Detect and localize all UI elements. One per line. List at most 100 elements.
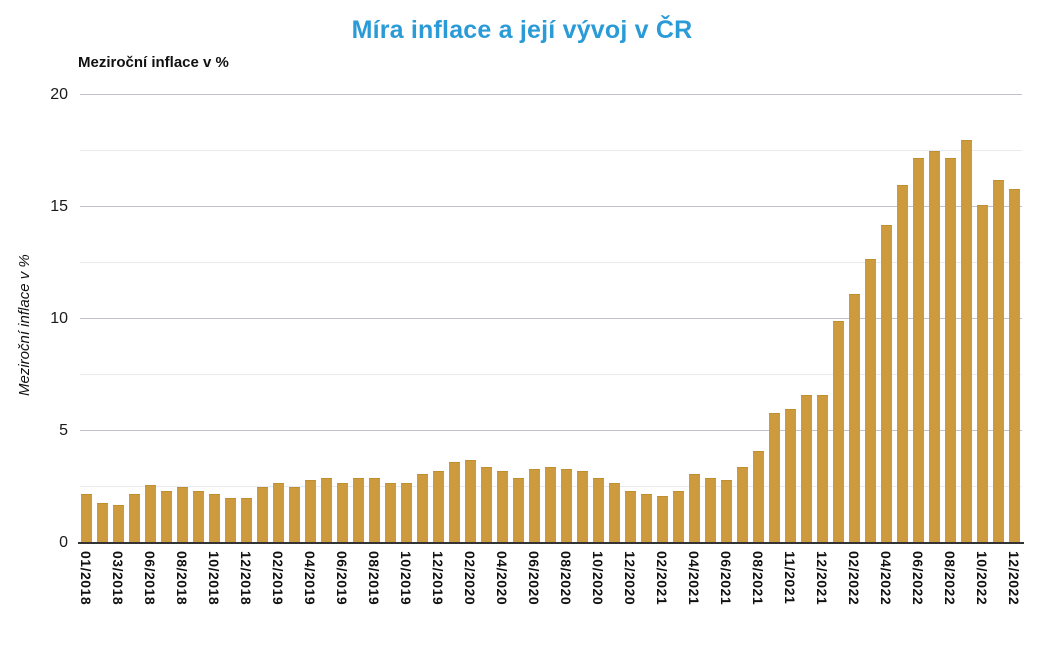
- y-tick-label: 10: [50, 310, 68, 327]
- gridline-minor: [80, 262, 1022, 263]
- x-axis-tick-labels: 01/2018 03/2018 06/2018 08/2018 10/2018 12/20…: [78, 551, 1022, 646]
- bar: [384, 482, 396, 543]
- bar: [512, 478, 524, 543]
- x-tick-label: 06/2022: [910, 551, 926, 606]
- x-tick-label: 03/2018: [110, 551, 126, 606]
- x-tick-label: 10/2019: [398, 551, 414, 606]
- bar: [848, 294, 860, 543]
- x-tick-label: 04/2022: [878, 551, 894, 606]
- x-tick-label: 02/2020: [462, 551, 478, 606]
- bar: [944, 157, 956, 543]
- bar: [224, 498, 236, 543]
- x-tick-label: 06/2020: [526, 551, 542, 606]
- bar: [896, 184, 908, 543]
- bar: [800, 395, 812, 543]
- bar: [96, 502, 108, 543]
- bar: [832, 321, 844, 543]
- x-tick-label: 02/2022: [846, 551, 862, 606]
- x-tick-label: 02/2019: [270, 551, 286, 606]
- x-tick-label: 02/2021: [654, 551, 670, 606]
- bar: [352, 478, 364, 543]
- x-tick-label: 10/2020: [590, 551, 606, 606]
- x-tick-label: 08/2019: [366, 551, 382, 606]
- bar: [560, 469, 572, 543]
- bar: [640, 493, 652, 543]
- x-tick-label: 12/2021: [814, 551, 830, 606]
- bar: [128, 493, 140, 543]
- y-tick-label: 20: [50, 86, 68, 103]
- x-tick-label: 12/2018: [238, 551, 254, 606]
- bar: [608, 482, 620, 543]
- bar: [960, 139, 972, 543]
- bar: [496, 471, 508, 543]
- bar: [576, 471, 588, 543]
- x-tick-label: 04/2021: [686, 551, 702, 606]
- bar: [864, 258, 876, 543]
- bar: [112, 504, 124, 543]
- x-tick-label: 06/2018: [142, 551, 158, 606]
- bar: [928, 151, 940, 543]
- y-tick-label: 0: [59, 534, 68, 551]
- bar: [752, 451, 764, 543]
- bar: [976, 204, 988, 543]
- y-tick-label: 15: [50, 198, 68, 215]
- gridline-major: [80, 430, 1022, 431]
- bar: [912, 157, 924, 543]
- bar: [544, 466, 556, 543]
- x-tick-label: 04/2019: [302, 551, 318, 606]
- x-tick-label: 04/2020: [494, 551, 510, 606]
- x-tick-label: 06/2019: [334, 551, 350, 606]
- bar: [240, 498, 252, 543]
- bar: [272, 482, 284, 543]
- chart-subtitle-axis-unit: Meziroční inflace v %: [78, 54, 229, 71]
- x-axis-baseline: [78, 542, 1024, 544]
- bar: [432, 471, 444, 543]
- bar: [528, 469, 540, 543]
- y-tick-label: 5: [59, 422, 68, 439]
- gridline-minor: [80, 150, 1022, 151]
- bar: [400, 482, 412, 543]
- bar: [624, 491, 636, 543]
- bar: [368, 478, 380, 543]
- chart-title: Míra inflace a její vývoj v ČR: [351, 16, 693, 44]
- gridline-major: [80, 318, 1022, 319]
- bar: [192, 491, 204, 543]
- bar: [672, 491, 684, 543]
- bar: [688, 473, 700, 543]
- x-tick-label: 11/2021: [782, 551, 798, 605]
- bar: [336, 482, 348, 543]
- gridline-minor: [80, 374, 1022, 375]
- bar: [144, 484, 156, 543]
- x-tick-label: 12/2022: [1006, 551, 1022, 606]
- bar: [416, 473, 428, 543]
- x-tick-label: 01/2018: [78, 551, 94, 606]
- bar: [448, 462, 460, 543]
- x-tick-label: 08/2021: [750, 551, 766, 606]
- y-axis-tick-labels: 0 5 10 15 20: [0, 87, 68, 551]
- bar: [304, 480, 316, 543]
- bar: [992, 180, 1004, 543]
- bar: [288, 487, 300, 543]
- bar: [880, 224, 892, 543]
- x-tick-label: 10/2018: [206, 551, 222, 606]
- bar: [720, 480, 732, 543]
- x-tick-label: 12/2019: [430, 551, 446, 606]
- bar: [160, 491, 172, 543]
- gridline-major: [80, 206, 1022, 207]
- x-tick-label: 08/2018: [174, 551, 190, 606]
- bar: [816, 395, 828, 543]
- bar: [320, 478, 332, 543]
- bar: [656, 495, 668, 543]
- bar: [784, 408, 796, 543]
- bar: [464, 460, 476, 543]
- x-tick-label: 10/2022: [974, 551, 990, 606]
- bar: [592, 478, 604, 543]
- x-tick-label: 12/2020: [622, 551, 638, 606]
- x-tick-label: 08/2020: [558, 551, 574, 606]
- bar: [80, 493, 92, 543]
- bar: [704, 478, 716, 543]
- plot-area: [80, 94, 1022, 543]
- bar: [480, 466, 492, 543]
- bar: [736, 466, 748, 543]
